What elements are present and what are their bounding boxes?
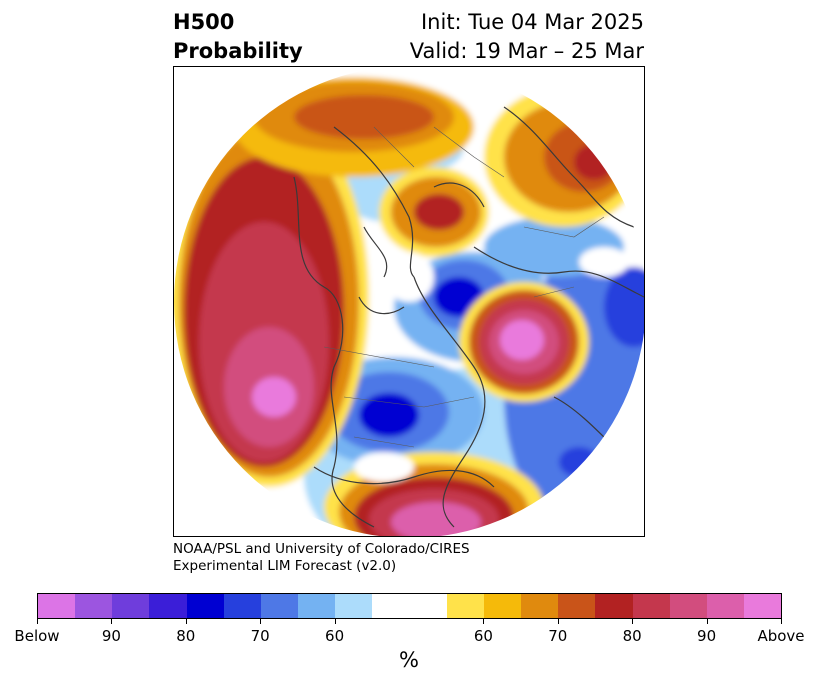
field-type: Probability (173, 39, 303, 63)
colorbar-tick-mark (185, 619, 187, 624)
colorbar-swatch (186, 594, 224, 618)
colorbar-tick-label: 90 (697, 627, 717, 645)
colorbar-swatch (632, 594, 670, 618)
probability-map (173, 66, 645, 537)
colorbar-tick-mark (37, 619, 38, 624)
credit-text: NOAA/PSL and University of Colorado/CIRE… (173, 541, 470, 575)
colorbar-tick-label: 60 (473, 627, 493, 645)
colorbar-tick-label: Below (14, 627, 60, 645)
colorbar-swatch (75, 594, 113, 618)
colorbar-tick-label: 70 (250, 627, 270, 645)
colorbar-swatch (372, 594, 410, 618)
colorbar-swatch (483, 594, 522, 618)
valid-range: Valid: 19 Mar – 25 Mar (409, 39, 644, 63)
colorbar-swatch (595, 594, 633, 618)
colorbar-swatch (409, 594, 447, 618)
colorbar-tick-mark (111, 619, 113, 624)
colorbar-tick-label: 90 (101, 627, 121, 645)
colorbar-swatch (558, 594, 596, 618)
country-borders (323, 126, 605, 448)
colorbar-tick-label: 60 (325, 627, 345, 645)
colorbar-tick-mark (260, 619, 262, 624)
colorbar-swatch (335, 594, 373, 618)
colorbar-tick-mark (781, 619, 782, 624)
map-title: H500 Probability (173, 8, 303, 66)
init-date: Init: Tue 04 Mar 2025 (420, 10, 644, 34)
colorbar-tick-mark (706, 619, 708, 624)
colorbar-swatch (298, 594, 336, 618)
colorbar-swatch (521, 594, 559, 618)
colorbar-swatch (38, 594, 76, 618)
credit-line-2: Experimental LIM Forecast (v2.0) (173, 558, 397, 574)
colorbar-swatch (743, 594, 782, 618)
colorbar-swatch (446, 594, 484, 618)
colorbar-swatch (669, 594, 707, 618)
colorbar-tick-label: Above (757, 627, 805, 645)
forecast-dates: Init: Tue 04 Mar 2025 Valid: 19 Mar – 25… (410, 8, 644, 66)
colorbar-swatch (260, 594, 299, 618)
colorbar-swatch (223, 594, 261, 618)
colorbar-tick-mark (483, 619, 485, 624)
colorbar-swatch (112, 594, 150, 618)
colorbar-unit: % (399, 648, 419, 672)
colorbar-swatch (149, 594, 187, 618)
credit-line-1: NOAA/PSL and University of Colorado/CIRE… (173, 541, 470, 557)
colorbar-tick-label: 80 (176, 627, 196, 645)
colorbar-swatch (706, 594, 744, 618)
colorbar-tick-mark (557, 619, 559, 624)
colorbar-tick-mark (334, 619, 336, 624)
polar-projection-map (174, 67, 644, 536)
field-name: H500 (173, 10, 235, 34)
probability-colorbar (37, 593, 782, 619)
colorbar-tick-label: 70 (548, 627, 568, 645)
colorbar-tick-mark (632, 619, 634, 624)
colorbar-tick-label: 80 (622, 627, 642, 645)
